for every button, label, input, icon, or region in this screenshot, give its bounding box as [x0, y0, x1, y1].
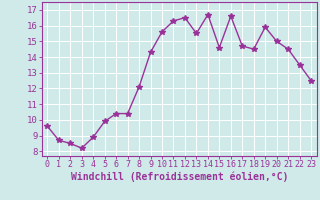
- X-axis label: Windchill (Refroidissement éolien,°C): Windchill (Refroidissement éolien,°C): [70, 172, 288, 182]
